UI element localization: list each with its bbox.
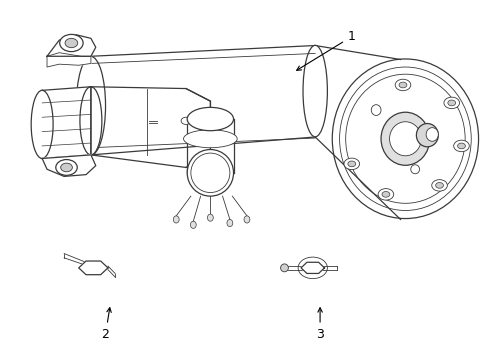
Ellipse shape [226,220,232,226]
Circle shape [56,159,77,175]
Circle shape [394,79,410,91]
Ellipse shape [244,216,249,223]
Polygon shape [47,53,91,67]
Circle shape [431,180,447,191]
Circle shape [447,100,455,106]
Ellipse shape [331,59,478,219]
Circle shape [343,158,359,170]
Ellipse shape [380,112,429,165]
Ellipse shape [190,221,196,228]
Polygon shape [79,261,108,275]
Circle shape [398,82,406,88]
Ellipse shape [415,123,437,147]
Ellipse shape [173,216,179,223]
Ellipse shape [389,122,420,156]
Circle shape [60,35,83,51]
Circle shape [443,97,459,109]
Polygon shape [42,155,96,176]
Circle shape [181,117,190,125]
Polygon shape [301,262,324,274]
Ellipse shape [187,107,233,131]
Polygon shape [91,45,315,155]
Ellipse shape [370,105,380,116]
Text: 1: 1 [296,30,355,70]
Ellipse shape [425,128,437,141]
Ellipse shape [80,87,102,155]
Polygon shape [47,35,96,56]
Text: 3: 3 [316,308,324,341]
Circle shape [65,39,78,48]
Circle shape [453,140,468,152]
Ellipse shape [207,214,213,221]
Ellipse shape [76,57,105,155]
Polygon shape [42,87,91,158]
Ellipse shape [187,149,233,196]
Circle shape [381,192,389,197]
Ellipse shape [303,45,327,137]
Polygon shape [91,87,210,167]
Ellipse shape [31,90,53,158]
Ellipse shape [280,264,288,272]
Circle shape [377,189,393,200]
Text: 2: 2 [102,308,111,341]
Circle shape [457,143,465,149]
Ellipse shape [183,130,237,148]
Circle shape [347,161,355,167]
Circle shape [61,163,72,172]
Ellipse shape [410,165,419,174]
Circle shape [435,183,443,188]
